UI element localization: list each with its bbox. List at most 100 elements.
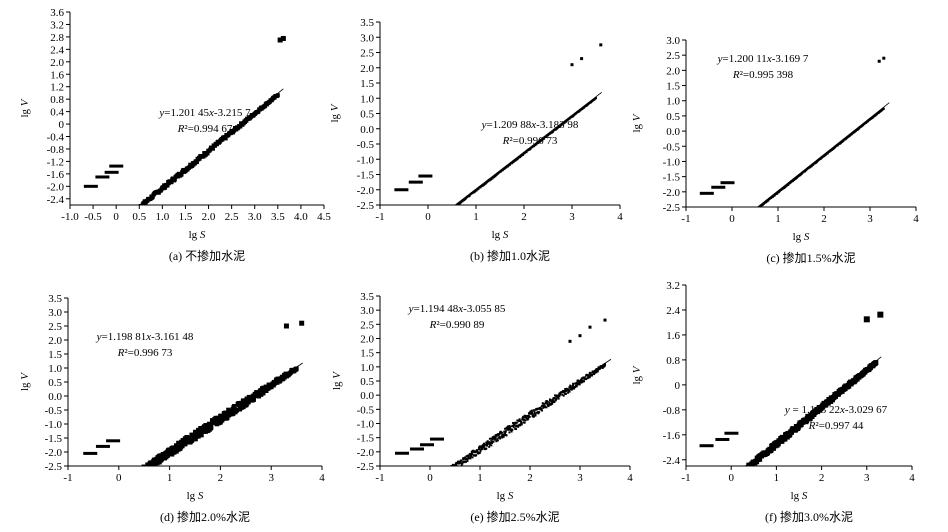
data-point [125, 476, 129, 480]
x-tick-label: 2 [521, 211, 527, 223]
data-point [435, 478, 437, 480]
data-point [839, 141, 842, 144]
data-point [420, 489, 422, 491]
data-point [601, 366, 604, 369]
x-axis-label: lg S [492, 229, 509, 241]
data-point [728, 230, 730, 232]
data-point [530, 409, 533, 412]
data-point [410, 447, 424, 451]
panel-caption: (b) 掺加1.0水泥 [470, 248, 550, 263]
data-point [417, 491, 419, 493]
regression-equation: y=1.194 48x-3.055 85 [408, 303, 506, 315]
data-point [121, 479, 125, 483]
x-tick-label: 3 [268, 472, 274, 484]
data-point [740, 220, 742, 222]
data-point [722, 235, 724, 237]
data-point [578, 334, 582, 338]
data-point [111, 486, 115, 490]
data-point [746, 216, 748, 218]
data-point [470, 450, 473, 453]
data-point [545, 406, 548, 409]
data-point [517, 419, 520, 422]
y-axis-label: lg V [631, 113, 643, 132]
x-tick-label: 0 [728, 472, 734, 484]
data-point [728, 231, 730, 233]
data-point [124, 216, 128, 220]
data-point [533, 409, 536, 412]
data-point [104, 233, 108, 237]
data-point [448, 469, 450, 471]
panel-a: -1.0 -0.5 0 0.5 1.0 1.5 2.0 2.5 3.0 3.5 4.0 4.5 -2.4… [19, 7, 331, 263]
r-squared: R²=0.996 73 [117, 347, 173, 359]
data-point [733, 227, 735, 229]
data-point [569, 387, 572, 390]
data-point [805, 169, 808, 172]
plot-area [83, 35, 286, 237]
data-point [568, 390, 571, 393]
data-point [499, 437, 502, 440]
data-point [141, 466, 145, 470]
data-point [478, 451, 481, 454]
data-point [720, 237, 722, 239]
plot-area [699, 311, 884, 491]
data-point [433, 222, 435, 224]
y-tick-label: -1.5 [663, 172, 681, 184]
data-point [114, 486, 118, 490]
data-point [131, 472, 135, 476]
data-point [721, 235, 723, 237]
data-point [488, 443, 491, 446]
y-tick-label: 3.5 [48, 293, 62, 305]
data-point [106, 439, 121, 443]
y-tick-label: 0.8 [50, 94, 64, 106]
data-point [423, 486, 425, 488]
data-point [737, 471, 742, 476]
data-point [505, 166, 508, 169]
y-tick-label: 3.2 [50, 19, 64, 31]
data-point [446, 212, 448, 214]
data-point [251, 397, 256, 402]
data-point [445, 474, 447, 476]
data-point [533, 415, 536, 418]
data-point [425, 227, 427, 229]
panel-caption: (d) 掺加2.0%水泥 [160, 509, 250, 524]
data-point [848, 134, 851, 137]
data-point [595, 97, 597, 100]
data-point [742, 468, 747, 473]
data-point [107, 491, 111, 495]
data-point [487, 180, 490, 183]
data-point [111, 490, 115, 494]
data-point [442, 475, 444, 477]
data-point [419, 488, 421, 490]
data-point [479, 450, 482, 453]
data-point [501, 436, 504, 439]
fit-line [452, 358, 612, 466]
data-point [428, 226, 430, 228]
data-point [478, 445, 481, 448]
data-point [419, 232, 421, 234]
data-point [116, 223, 120, 227]
data-point [520, 423, 523, 426]
y-tick-label: -1.0 [663, 156, 681, 168]
y-axis-label: lg V [329, 103, 341, 122]
data-point [699, 191, 714, 195]
x-tick-label: 1 [473, 211, 479, 223]
data-point [139, 468, 143, 472]
data-point [711, 185, 726, 189]
y-tick-label: 3.0 [360, 32, 374, 44]
data-point [111, 226, 115, 230]
data-point [225, 415, 230, 420]
data-point [443, 474, 445, 476]
data-point [199, 433, 204, 438]
data-point [213, 415, 218, 420]
y-tick-label: -2.4 [47, 194, 65, 206]
data-point [547, 405, 550, 408]
data-point [128, 479, 132, 483]
y-tick-label: 0.0 [48, 391, 62, 403]
data-point [720, 486, 725, 491]
data-point [491, 441, 494, 444]
data-point [430, 224, 432, 226]
y-tick-label: -0.4 [47, 132, 65, 144]
data-point [106, 490, 110, 494]
data-point [550, 400, 553, 403]
data-point [95, 175, 110, 179]
